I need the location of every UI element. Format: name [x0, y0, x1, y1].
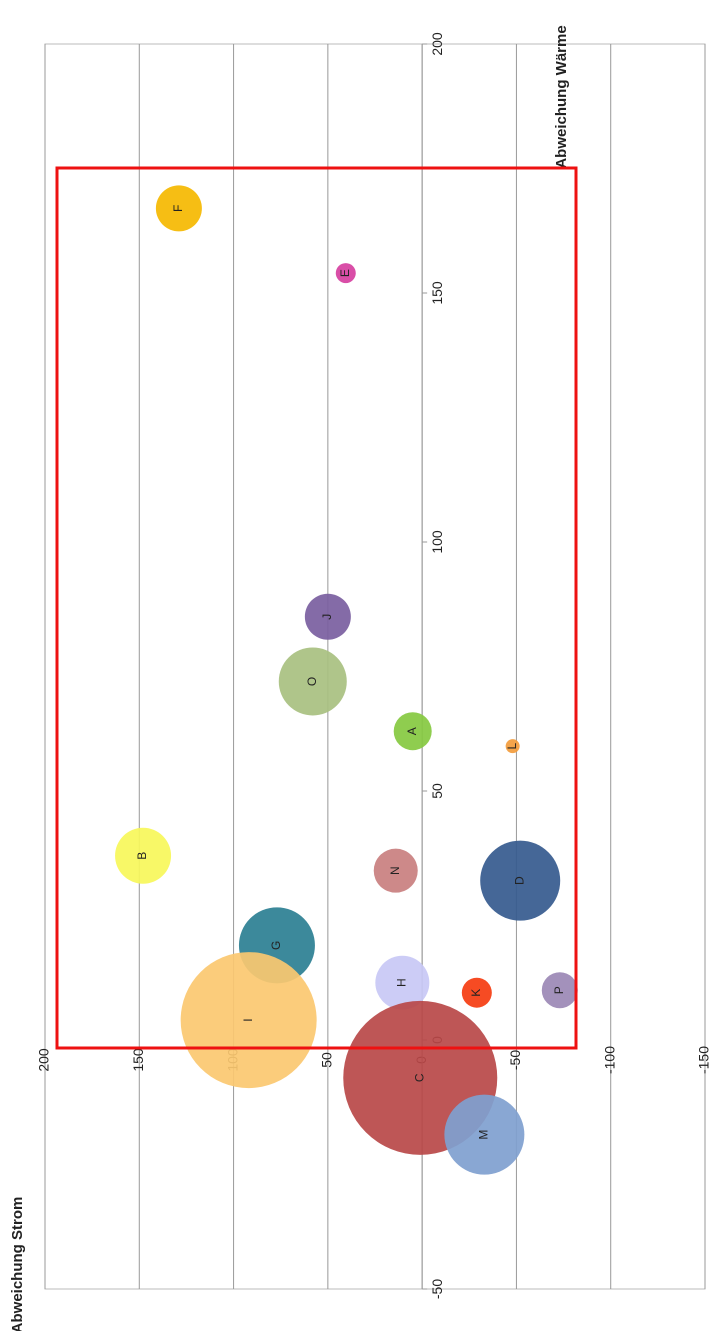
bubble-label: L — [505, 743, 519, 750]
bubble-label: E — [338, 269, 352, 277]
x-tick-label: 200 — [429, 32, 445, 56]
y-tick-label: 200 — [36, 1048, 52, 1072]
bubble — [278, 647, 347, 716]
y-tick-label: -150 — [696, 1046, 712, 1074]
x-tick-label: 100 — [429, 530, 445, 554]
bubble — [155, 185, 202, 232]
bubble-label: D — [512, 876, 526, 885]
bubble — [180, 952, 317, 1089]
bubble — [375, 955, 430, 1010]
bubble-label: H — [395, 978, 409, 987]
bubble-label: A — [405, 727, 419, 735]
y-tick-label: -100 — [601, 1046, 617, 1074]
bubble — [393, 712, 432, 751]
bubble-label: M — [477, 1130, 491, 1140]
bubble-label: B — [135, 852, 149, 860]
bubble — [461, 977, 492, 1008]
bubble — [373, 848, 418, 893]
x-axis-title: Abweichung Wärme — [553, 25, 570, 168]
bubble — [541, 972, 578, 1009]
bubble-label: P — [552, 986, 566, 994]
x-tick-label: 150 — [429, 281, 445, 305]
bubble-label: J — [320, 614, 334, 620]
bubble-label: K — [469, 989, 483, 997]
highlight-box — [55, 166, 578, 1050]
x-tick-label: -50 — [429, 1279, 445, 1299]
bubble — [304, 593, 351, 640]
y-tick-label: 150 — [130, 1048, 146, 1072]
x-tick-label: 50 — [429, 783, 445, 799]
bubble-label: O — [305, 677, 319, 686]
bubble-label: G — [269, 941, 283, 950]
y-tick-label: 50 — [319, 1052, 335, 1068]
bubble-label: N — [388, 866, 402, 875]
y-axis-title: Abweichung Strom — [9, 1197, 26, 1331]
bubble — [335, 263, 356, 284]
bubble-label: C — [412, 1073, 426, 1082]
bubble — [480, 840, 561, 921]
bubble — [444, 1094, 525, 1175]
y-tick-label: -50 — [507, 1050, 523, 1070]
bubble-label: F — [171, 205, 185, 212]
bubble-label: I — [241, 1018, 255, 1021]
bubble — [115, 827, 172, 884]
bubble — [505, 739, 520, 754]
